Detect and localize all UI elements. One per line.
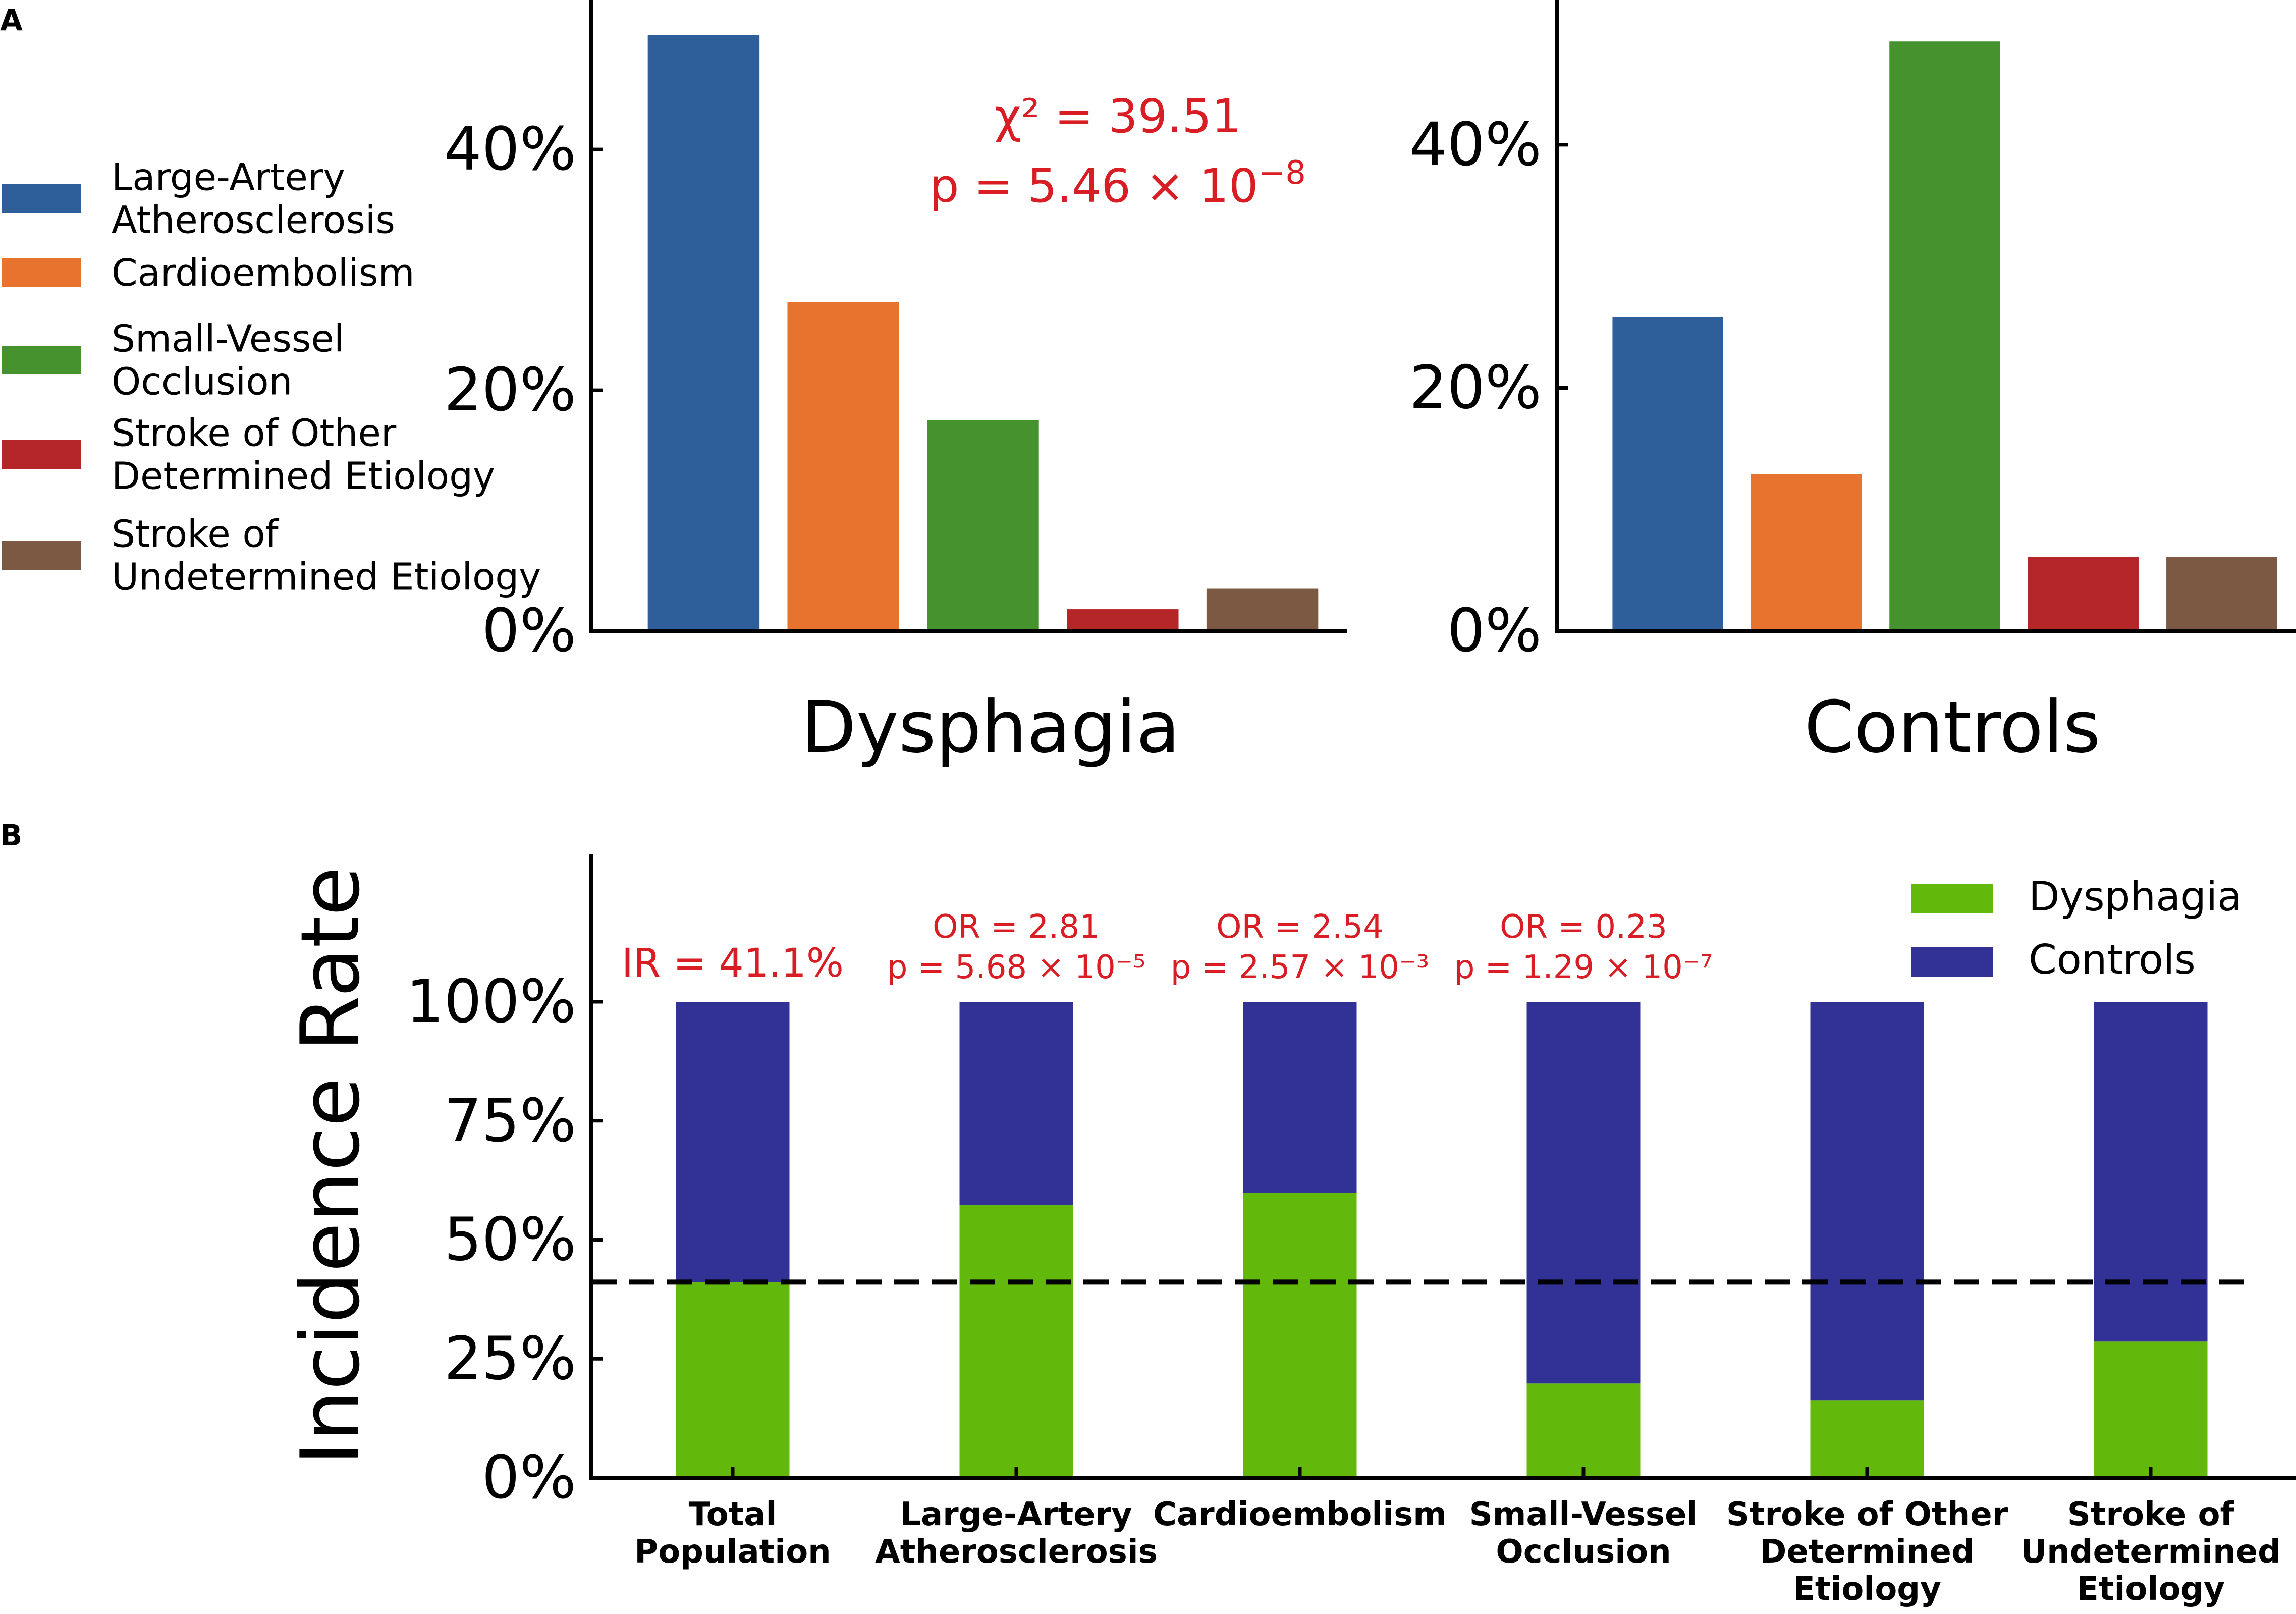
bar [1889, 41, 2000, 631]
legend-swatch [2, 184, 81, 213]
chi-square-text: χ² = 39.51 [995, 89, 1241, 143]
bar [647, 35, 760, 631]
chart-dysphagia: 0% 20% 40% Dysphagia [444, 0, 1347, 769]
x-tick-label: Undetermined [2020, 1533, 2281, 1571]
legend-label: Atherosclerosis [112, 199, 395, 242]
bar-dysphagia [1810, 1400, 1924, 1478]
bar [1751, 474, 1862, 631]
legend-swatch [1911, 947, 1993, 977]
x-tick-label: Population [634, 1533, 831, 1571]
incidence-annotation: IR = 41.1% [622, 941, 844, 986]
bar [1612, 317, 1723, 631]
bar [787, 302, 899, 631]
legend-label: Stroke of Other [112, 412, 397, 455]
bar-controls [676, 1002, 790, 1282]
legend-swatch [2, 440, 81, 469]
bar [927, 420, 1039, 631]
y-tick-label: 40% [444, 114, 576, 184]
bar-dysphagia [2094, 1341, 2208, 1478]
odds-ratio-annotation: OR = 0.23 [1500, 908, 1667, 946]
bar [1206, 588, 1319, 631]
x-tick-label: Stroke of Other [1726, 1496, 2008, 1533]
y-tick-label: 0% [482, 596, 576, 665]
x-tick-label: Occlusion [1496, 1533, 1671, 1571]
panel-label-a: A [0, 3, 23, 37]
bar-controls [1810, 1002, 1924, 1401]
chart-controls: 0% 20% 40% Controls [1409, 0, 2296, 769]
bar-dysphagia [1243, 1193, 1357, 1478]
x-tick-label: Atherosclerosis [875, 1533, 1158, 1571]
y-tick-label: 20% [444, 355, 576, 424]
x-tick-label: Etiology [1793, 1571, 1941, 1608]
y-tick-label: 40% [1409, 110, 1542, 179]
y-tick-label: 75% [444, 1086, 576, 1155]
legend-swatch [1911, 884, 1993, 913]
chi-p-exp: −8 [1259, 154, 1306, 192]
odds-ratio-annotation: OR = 2.54 [1216, 908, 1384, 946]
bar-dysphagia [959, 1205, 1073, 1478]
x-tick-label: Stroke of [2067, 1496, 2235, 1533]
x-tick-label: Large-Artery [900, 1496, 1132, 1533]
x-tick-label: Determined [1760, 1533, 1975, 1571]
p-value-annotation: p = 5.68 × 10⁻⁵ [887, 949, 1146, 986]
y-tick-label: 25% [444, 1323, 576, 1393]
panel-label-b: B [0, 818, 22, 852]
bar [1067, 609, 1179, 631]
legend-label: Undetermined Etiology [112, 556, 541, 599]
odds-ratio-annotation: OR = 2.81 [933, 908, 1100, 946]
bar-controls [1243, 1002, 1357, 1193]
legend-panel-b: Dysphagia Controls [1911, 873, 2242, 983]
legend-label: Dysphagia [2029, 873, 2242, 920]
y-tick-label: 100% [406, 966, 576, 1036]
legend-label: Stroke of [112, 513, 280, 556]
bar-dysphagia [1526, 1383, 1641, 1478]
bar-controls [2094, 1002, 2208, 1342]
legend-label: Determined Etiology [112, 455, 495, 498]
chi-p-base: p = 5.46 × 10 [930, 159, 1258, 213]
chi-p-value-text: p = 5.46 × 10−8 [930, 154, 1306, 213]
legend-label: Cardioembolism [112, 251, 415, 295]
x-axis-label: Dysphagia [801, 686, 1180, 769]
legend-swatch [2, 346, 81, 374]
bar [2028, 557, 2139, 631]
p-value-annotation: p = 2.57 × 10⁻³ [1171, 949, 1430, 986]
bar-dysphagia [676, 1282, 790, 1478]
legend-swatch [2, 258, 81, 287]
chi-square-annotation: χ² = 39.51 p = 5.46 × 10−8 [930, 89, 1306, 213]
y-tick-label: 0% [482, 1442, 576, 1512]
x-tick-label: Total [689, 1496, 777, 1533]
bar [2166, 557, 2277, 631]
x-tick-label: Small-Vessel [1469, 1496, 1698, 1533]
y-tick-label: 20% [1409, 352, 1542, 422]
legend-label: Large-Artery [112, 156, 345, 199]
x-axis-label: Controls [1804, 686, 2100, 769]
bar-controls [1526, 1002, 1641, 1384]
legend-label: Controls [2029, 936, 2196, 983]
legend-label: Occlusion [112, 360, 292, 404]
y-axis-label: Incidence Rate [283, 867, 377, 1466]
bar-controls [959, 1002, 1073, 1205]
x-tick-label: Cardioembolism [1153, 1496, 1447, 1533]
x-tick-label: Etiology [2076, 1571, 2225, 1608]
p-value-annotation: p = 1.29 × 10⁻⁷ [1454, 949, 1713, 986]
y-tick-label: 50% [444, 1205, 576, 1274]
legend-label: Small-Vessel [112, 317, 345, 361]
legend-swatch [2, 541, 81, 570]
y-tick-label: 0% [1447, 596, 1542, 665]
